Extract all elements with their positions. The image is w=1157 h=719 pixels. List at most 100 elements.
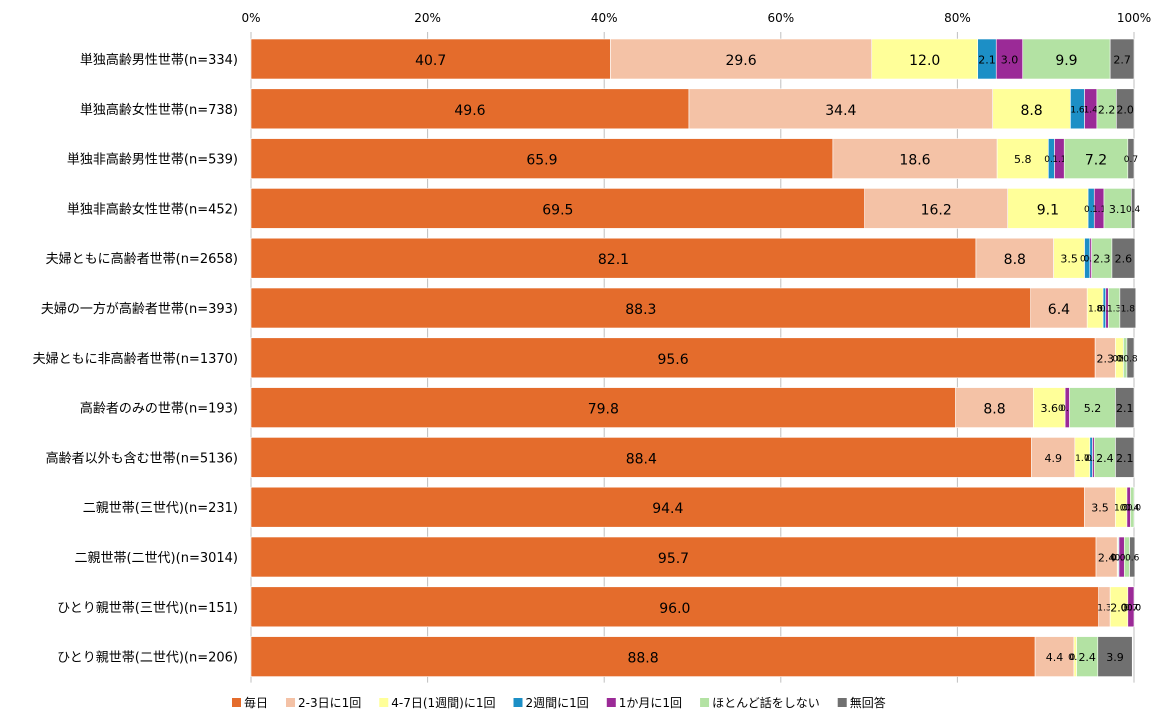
data-label: 0.7 [1124, 155, 1138, 165]
data-label: 79.8 [588, 402, 619, 418]
data-label: 0.6 [1114, 554, 1129, 564]
legend-swatch [837, 698, 847, 707]
bar-segment [832, 138, 998, 179]
legend-label: 4-7日(1週間)に1回 [391, 696, 495, 710]
data-label: 0.7 [1124, 603, 1138, 613]
bar-segment [992, 88, 1071, 130]
data-label: 0.5 [1060, 404, 1074, 414]
data-label: 0.9 [1112, 354, 1127, 364]
data-label: 1.8 [1121, 305, 1136, 315]
data-label: 4.9 [1044, 452, 1062, 465]
bar-segment [250, 138, 834, 179]
data-label: 88.8 [627, 651, 658, 667]
bar-segment [1034, 636, 1075, 677]
data-label: 1.1 [1092, 205, 1106, 215]
bar-segment [1097, 636, 1133, 677]
data-label: 0.0 [1127, 603, 1142, 613]
data-label: 0.3 [1097, 305, 1111, 315]
category-label: 夫婦ともに高齢者世帯(n=2658) [46, 251, 238, 267]
bar-segment [1119, 287, 1137, 329]
data-label: 6.4 [1048, 302, 1070, 318]
data-label: 29.6 [725, 53, 756, 69]
data-label: 1.1 [1052, 155, 1066, 165]
data-label: 8.8 [1020, 103, 1042, 119]
bar-segment [688, 88, 994, 130]
data-label: 5.2 [1084, 402, 1102, 415]
data-label: 7.2 [1085, 153, 1107, 169]
category-label: 二親世帯(二世代)(n=3014) [74, 551, 238, 566]
category-label: 単独高齢男性世帯(n=334) [80, 52, 238, 68]
data-label: 5.8 [1014, 153, 1032, 166]
data-label: 2.7 [1113, 54, 1131, 67]
bar-segment [975, 237, 1054, 279]
x-tick-label: 0% [241, 11, 260, 25]
data-label: 69.5 [542, 202, 573, 218]
data-label: 3.5 [1091, 502, 1109, 515]
bar-segment [1103, 188, 1132, 229]
data-label: 2.1 [1116, 402, 1134, 415]
legend-swatch [232, 698, 241, 707]
bar-segment [250, 636, 1036, 677]
legend-label: 毎日 [244, 695, 268, 710]
data-label: 82.1 [598, 252, 629, 268]
legend-swatch [700, 698, 710, 707]
data-label: 0.8 [1123, 354, 1138, 364]
data-label: 18.6 [899, 153, 930, 169]
data-label: 2.1 [978, 54, 996, 67]
data-label: 0.2 [1086, 454, 1100, 464]
data-label: 16.2 [921, 202, 952, 218]
bar-segment [250, 88, 690, 130]
bar-segment [996, 138, 1049, 179]
category-label: 夫婦の一方が高齢者世帯(n=393) [41, 301, 238, 317]
bar-segment [1116, 88, 1135, 130]
data-label: 1.3 [1097, 603, 1111, 613]
data-label: 88.4 [626, 451, 657, 467]
legend-swatch [513, 698, 523, 707]
legend-label: 1か月に1回 [619, 696, 682, 710]
category-label: 高齢者以外も含む世帯(n=5136) [46, 450, 238, 466]
x-tick-label: 80% [944, 11, 971, 25]
data-label: 0.4 [1126, 205, 1141, 215]
bar-segment [250, 237, 977, 279]
data-label: 8.8 [1004, 252, 1026, 268]
bar-segment [1031, 437, 1076, 478]
data-label: 0.3 [1100, 305, 1114, 315]
data-label: 2.2 [1098, 103, 1116, 116]
bar-segment [250, 437, 1032, 478]
data-label: 0.0 [1127, 603, 1142, 613]
data-label: 0.7 [1044, 155, 1058, 165]
bar-segment [1069, 387, 1116, 428]
category-label: ひとり親世帯(三世代)(n=151) [57, 601, 238, 616]
data-label: 0.1 [1111, 554, 1125, 564]
data-label: 0.3 [1084, 454, 1098, 464]
data-label: 0.3 [1068, 653, 1082, 663]
category-label: 二親世帯(三世代)(n=231) [83, 501, 238, 516]
data-label: 2.4 [1098, 552, 1116, 565]
data-label: 2.3 [1097, 352, 1115, 365]
data-label: 96.0 [659, 601, 690, 617]
data-label: 65.9 [526, 153, 557, 169]
bar-segment [250, 387, 956, 428]
bar-segment [250, 38, 611, 80]
data-label: 0.4 [1125, 504, 1140, 514]
data-label: 94.4 [652, 501, 683, 517]
data-label: 0.6 [1125, 554, 1140, 564]
bar-segment [250, 337, 1096, 379]
bar-segment [250, 188, 865, 229]
bar-segment [1115, 437, 1135, 478]
legend-label: 無回答 [850, 695, 886, 710]
data-label: 0.6 [1120, 554, 1135, 564]
data-label: 4.4 [1046, 651, 1064, 664]
data-label: 2.0 [1110, 601, 1128, 614]
data-label: 2.3 [1093, 253, 1111, 266]
legend-swatch [379, 698, 389, 707]
data-label: 34.4 [825, 103, 856, 119]
data-label: 3.0 [1001, 54, 1019, 67]
category-label: 夫婦ともに非高齢者世帯(n=1370) [33, 351, 238, 367]
bar-segment [1127, 586, 1135, 628]
bar-segment [1030, 287, 1088, 329]
bar-segment [1130, 486, 1135, 528]
bar-segment [1111, 237, 1136, 279]
data-label: 3.1 [1109, 203, 1127, 216]
